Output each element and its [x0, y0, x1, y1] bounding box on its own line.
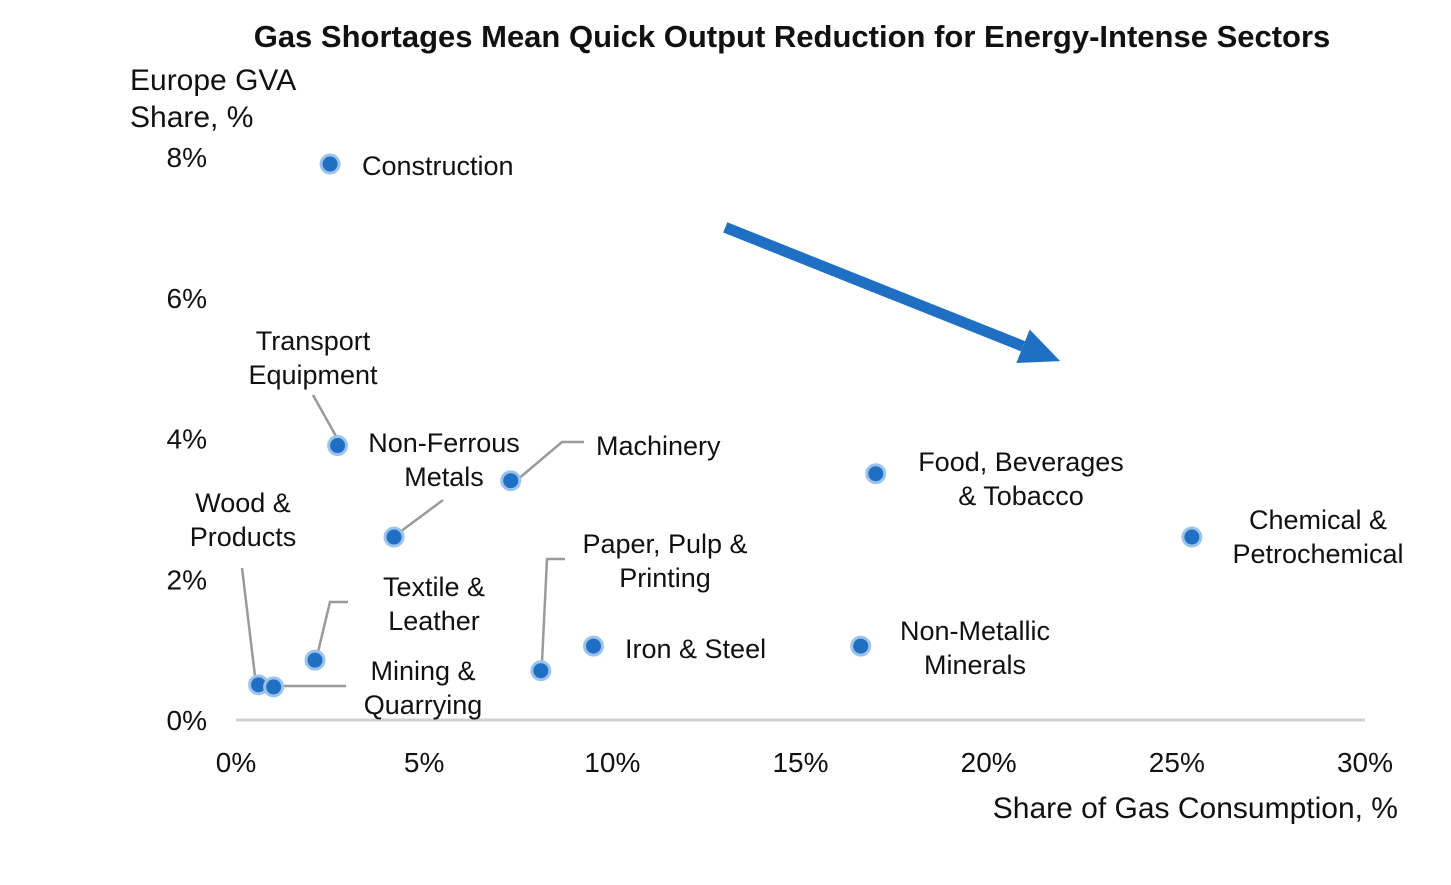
- data-label-non-metallic-minerals: Non-Metallic Minerals: [900, 616, 1050, 680]
- data-label-non-ferrous-metals: Non-Ferrous Metals: [368, 428, 520, 492]
- data-point-transport-equipment: [327, 435, 349, 457]
- leader-line-wood-and-products: [240, 567, 257, 677]
- chart-title: Gas Shortages Mean Quick Output Reductio…: [254, 19, 1331, 54]
- data-point-mining-and-quarrying: [263, 676, 285, 698]
- x-tick-label-6: 30%: [1337, 747, 1393, 778]
- leader-line-paper-pulp-and-printing: [540, 557, 565, 663]
- y-axis-title-line-2: Share, %: [130, 101, 253, 134]
- data-label-mining-and-quarrying: Mining & Quarrying: [364, 656, 483, 720]
- leader-line-non-ferrous-metals: [399, 498, 444, 534]
- data-point-food-beverages-and-tobacco: [865, 463, 887, 485]
- data-label-textile-and-leather: Textile & Leather: [383, 572, 485, 636]
- data-point-construction: [319, 153, 341, 175]
- y-tick-label-3: 6%: [167, 283, 207, 314]
- x-tick-label-2: 10%: [584, 747, 640, 778]
- y-axis-title-line-1: Europe GVA: [130, 64, 296, 97]
- data-label-machinery: Machinery: [596, 431, 721, 461]
- data-point-iron-and-steel: [583, 635, 605, 657]
- y-tick-label-0: 0%: [167, 705, 207, 736]
- y-tick-label-1: 2%: [167, 564, 207, 595]
- leader-line-machinery: [516, 440, 584, 481]
- data-label-construction: Construction: [362, 151, 514, 181]
- x-tick-label-3: 15%: [772, 747, 828, 778]
- x-tick-label-1: 5%: [404, 747, 444, 778]
- data-label-wood-and-products: Wood & Products: [190, 488, 297, 552]
- data-label-iron-and-steel: Iron & Steel: [625, 634, 766, 664]
- data-point-non-metallic-minerals: [850, 635, 872, 657]
- y-tick-label-2: 4%: [167, 424, 207, 455]
- data-point-paper-pulp-and-printing: [530, 660, 552, 682]
- trend-arrow-head: [1016, 329, 1061, 363]
- data-label-food-beverages-and-tobacco: Food, Beverages & Tobacco: [918, 447, 1124, 511]
- data-label-paper-pulp-and-printing: Paper, Pulp & Printing: [582, 529, 747, 593]
- leader-line-transport-equipment: [311, 394, 339, 439]
- y-tick-label-4: 8%: [167, 142, 207, 173]
- data-point-textile-and-leather: [304, 649, 326, 671]
- x-tick-label-0: 0%: [216, 747, 256, 778]
- x-tick-label-5: 25%: [1149, 747, 1205, 778]
- data-point-machinery: [500, 470, 522, 492]
- x-axis-title: Share of Gas Consumption, %: [993, 792, 1398, 825]
- data-label-chemical-and-petrochemical: Chemical & Petrochemical: [1232, 505, 1403, 569]
- data-point-chemical-and-petrochemical: [1181, 526, 1203, 548]
- leader-line-textile-and-leather: [316, 600, 348, 653]
- data-point-non-ferrous-metals: [383, 526, 405, 548]
- data-label-transport-equipment: Transport Equipment: [248, 326, 378, 390]
- trend-arrow-shaft: [723, 222, 1026, 352]
- x-tick-label-4: 20%: [961, 747, 1017, 778]
